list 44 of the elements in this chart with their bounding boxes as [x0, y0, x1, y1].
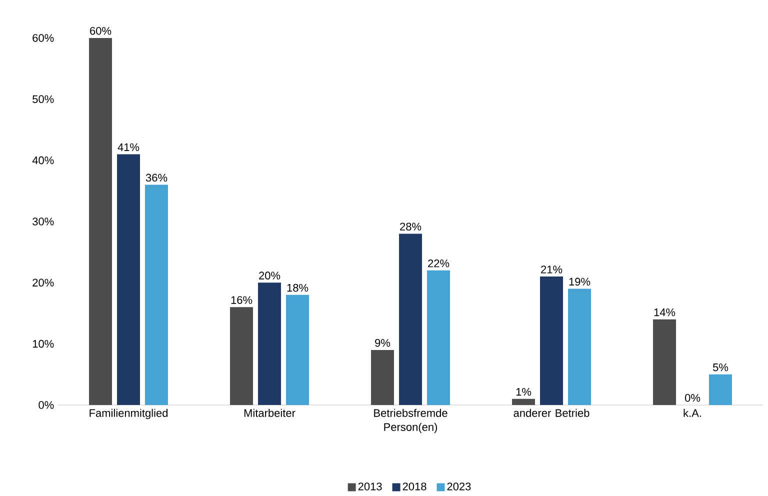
- bar: [258, 282, 282, 406]
- bar: [117, 154, 140, 406]
- data-label: 1%: [516, 388, 532, 396]
- y-tick-label: 50%: [32, 95, 54, 104]
- data-label: 20%: [259, 272, 280, 280]
- bar: [540, 276, 564, 406]
- data-label: 41%: [118, 143, 140, 152]
- legend-label: 2018: [402, 482, 426, 490]
- bar: [286, 294, 310, 406]
- bar: [568, 288, 592, 406]
- bar: [145, 184, 168, 406]
- bar: [230, 307, 254, 406]
- legend-label: 2013: [358, 482, 382, 490]
- bar: [709, 374, 732, 406]
- x-tick-label: Familienmitglied: [90, 408, 168, 420]
- y-tick-label: 30%: [32, 218, 54, 226]
- bar: [653, 319, 676, 406]
- y-tick-label: 0%: [38, 401, 54, 409]
- x-tick-label: Betriebsfremde Person(en): [374, 408, 448, 434]
- y-tick-label: 10%: [32, 340, 54, 348]
- data-label: 0%: [685, 394, 700, 402]
- data-label: 19%: [569, 278, 590, 286]
- x-tick-label: anderer Betrieb: [514, 408, 590, 417]
- data-label: 36%: [146, 174, 168, 182]
- y-tick-label: 20%: [32, 278, 54, 287]
- bar: [371, 350, 394, 406]
- y-tick-label: 60%: [32, 34, 54, 42]
- legend-label: 2023: [447, 482, 471, 490]
- bar: [89, 38, 112, 406]
- bar: [512, 398, 536, 406]
- data-label: 60%: [90, 27, 112, 35]
- data-label: 21%: [541, 266, 562, 274]
- bar: [427, 270, 450, 406]
- data-label: 9%: [375, 338, 390, 347]
- data-label: 28%: [400, 222, 422, 231]
- data-label: 5%: [713, 364, 728, 372]
- x-tick-label: k.A.: [684, 408, 701, 417]
- data-label: 22%: [428, 260, 450, 268]
- data-label: 18%: [287, 284, 308, 292]
- x-tick-label: Mitarbeiter: [244, 408, 296, 417]
- data-label: 16%: [231, 296, 252, 304]
- y-tick-label: 40%: [32, 156, 54, 164]
- data-label: 14%: [654, 308, 676, 316]
- bar: [399, 234, 422, 406]
